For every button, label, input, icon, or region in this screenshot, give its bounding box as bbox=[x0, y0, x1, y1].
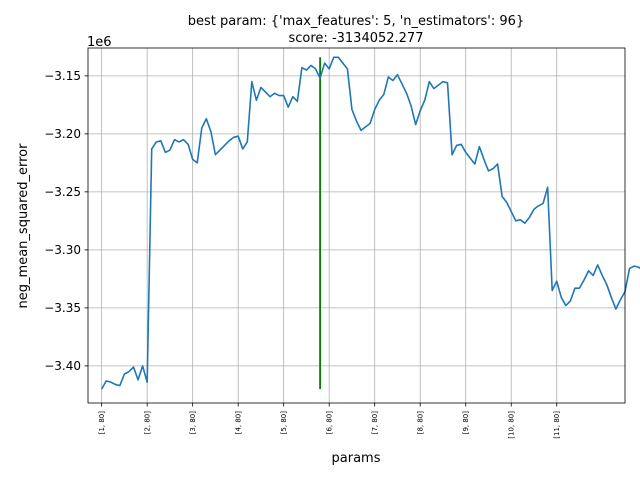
x-tick-label: [9, 80] bbox=[462, 411, 470, 435]
x-tick-label: [7, 80] bbox=[371, 411, 379, 435]
grid bbox=[88, 48, 625, 403]
x-tick-label: [1, 80] bbox=[98, 411, 106, 435]
axis-ticks: −3.15 −3.20 −3.25 −3.30 −3.35 −3.40 [1, 80] [2,… bbox=[44, 69, 561, 439]
series-layer bbox=[100, 56, 640, 390]
series-line bbox=[100, 56, 640, 390]
y-tick-label: −3.35 bbox=[44, 301, 81, 315]
y-tick-label: −3.40 bbox=[44, 359, 81, 373]
y-axis-label: neg_mean_squared_error bbox=[16, 143, 31, 309]
x-tick-label: [3, 80] bbox=[189, 411, 197, 435]
x-axis-label: params bbox=[332, 451, 381, 466]
plot-frame bbox=[87, 47, 626, 404]
chart-title-line2: score: -3134052.277 bbox=[289, 31, 424, 46]
x-tick-label: [10, 80] bbox=[508, 411, 516, 439]
y-tick-label: −3.20 bbox=[44, 127, 81, 141]
x-tick-label: [6, 80] bbox=[326, 411, 334, 435]
x-tick-label: [4, 80] bbox=[235, 411, 243, 435]
y-tick-label: −3.15 bbox=[44, 69, 81, 83]
x-tick-label: [11, 80] bbox=[553, 411, 561, 439]
x-tick-label: [5, 80] bbox=[280, 411, 288, 435]
y-tick-label: −3.25 bbox=[44, 185, 81, 199]
y-tick-label: −3.30 bbox=[44, 243, 81, 257]
chart-title-line1: best param: {'max_features': 5, 'n_estim… bbox=[188, 14, 524, 29]
y-axis-offset-label: 1e6 bbox=[87, 35, 112, 50]
x-tick-label: [2, 80] bbox=[144, 411, 152, 435]
x-tick-label: [8, 80] bbox=[417, 411, 425, 435]
